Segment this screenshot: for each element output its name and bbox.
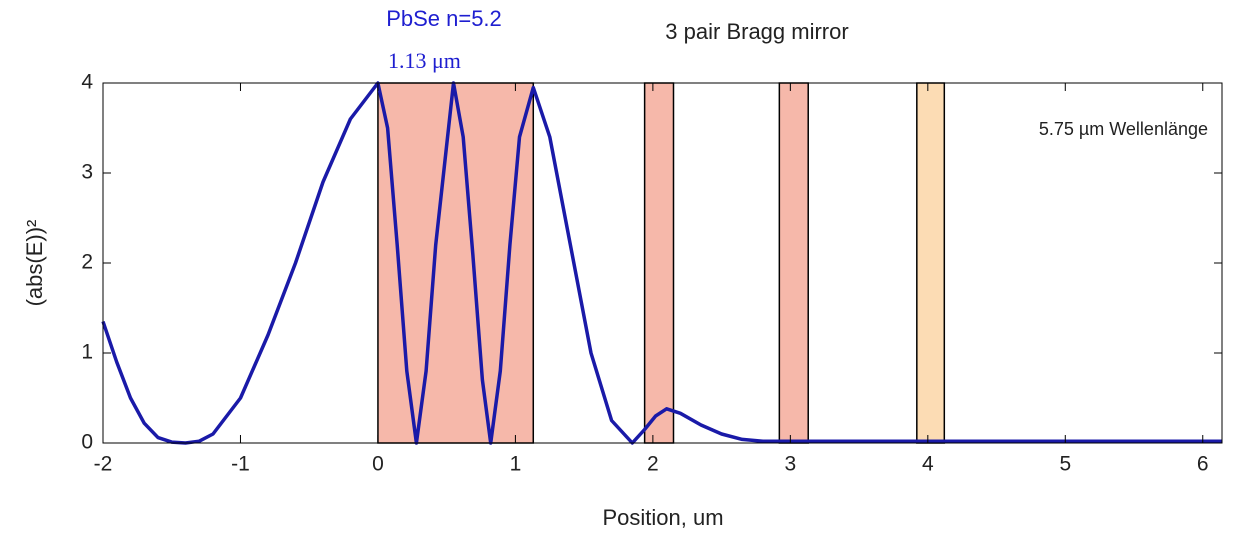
annotation: 3 pair Bragg mirror (665, 19, 848, 44)
y-tick-label: 2 (81, 251, 93, 274)
region (916, 82, 946, 444)
x-tick-label: 4 (922, 453, 934, 476)
x-tick-label: 1 (510, 453, 522, 476)
annotation: 5.75 µm Wellenlänge (1039, 119, 1208, 139)
y-tick-label: 1 (81, 341, 93, 364)
y-axis-label: (abs(E))² (22, 220, 47, 307)
x-tick-label: 6 (1197, 453, 1209, 476)
x-tick-label: 2 (647, 453, 659, 476)
x-axis-label: Position, um (602, 505, 723, 530)
x-tick-label: 5 (1059, 453, 1071, 476)
x-tick-label: 3 (785, 453, 797, 476)
y-tick-label: 3 (81, 161, 93, 184)
annotation: PbSe n=5.2 (386, 6, 502, 31)
x-tick-label: -2 (94, 453, 113, 476)
annotation: 1.13 μm (388, 48, 461, 73)
region (643, 82, 675, 444)
y-tick-label: 0 (81, 431, 93, 454)
x-tick-label: -1 (231, 453, 250, 476)
x-tick-label: 0 (372, 453, 384, 476)
y-tick-label: 4 (81, 71, 93, 94)
region (778, 82, 809, 444)
